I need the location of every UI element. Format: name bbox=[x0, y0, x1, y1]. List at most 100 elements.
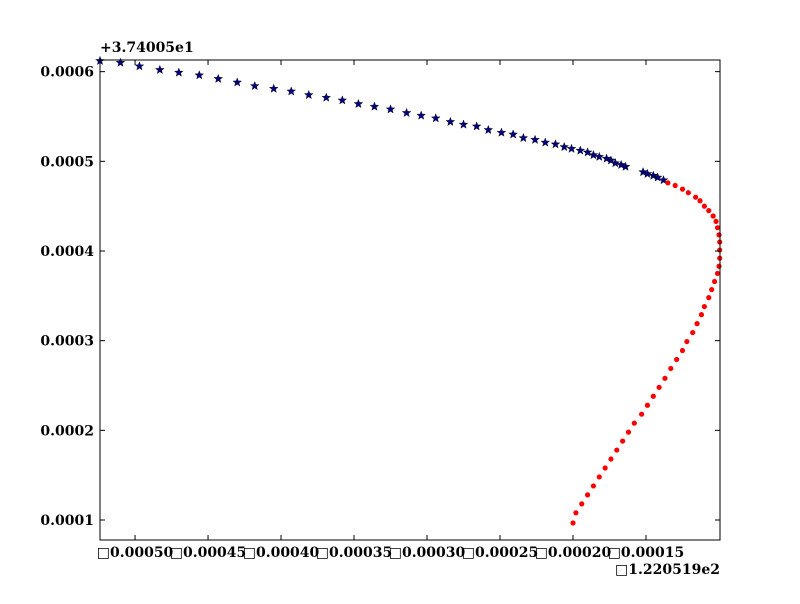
point bbox=[496, 127, 507, 137]
x-tick-label: □0.00040 bbox=[243, 545, 320, 561]
point bbox=[606, 155, 616, 165]
point bbox=[232, 77, 243, 87]
point bbox=[194, 70, 205, 80]
point bbox=[638, 167, 648, 177]
point bbox=[714, 225, 721, 231]
point bbox=[697, 198, 703, 204]
point bbox=[706, 208, 712, 214]
y-tick-label: 0.0002 bbox=[40, 423, 94, 439]
point bbox=[566, 143, 577, 153]
point bbox=[644, 402, 651, 408]
point bbox=[458, 119, 469, 129]
point bbox=[665, 180, 671, 186]
point bbox=[616, 159, 626, 170]
point bbox=[155, 64, 165, 74]
point bbox=[601, 153, 612, 163]
point bbox=[639, 411, 645, 417]
point bbox=[579, 501, 585, 507]
point bbox=[679, 186, 686, 192]
point bbox=[596, 474, 602, 480]
point bbox=[711, 278, 718, 285]
point bbox=[471, 121, 482, 131]
point bbox=[684, 338, 690, 345]
x-tick-label: □0.00050 bbox=[97, 545, 174, 561]
point bbox=[575, 145, 586, 155]
point bbox=[303, 89, 314, 100]
point bbox=[701, 203, 707, 209]
point bbox=[508, 129, 518, 139]
point bbox=[620, 161, 631, 171]
point bbox=[385, 104, 396, 114]
y-tick-label: 0.0003 bbox=[40, 334, 94, 350]
point bbox=[174, 67, 184, 77]
point bbox=[709, 286, 715, 293]
point bbox=[642, 168, 653, 178]
point bbox=[249, 80, 260, 91]
point bbox=[658, 175, 669, 185]
point bbox=[620, 438, 626, 444]
point bbox=[610, 158, 621, 168]
point bbox=[430, 113, 441, 123]
point bbox=[631, 420, 637, 426]
point bbox=[369, 101, 380, 111]
point bbox=[716, 263, 722, 269]
point bbox=[594, 151, 605, 161]
point bbox=[614, 447, 620, 453]
point bbox=[710, 213, 716, 219]
x-tick-label: □0.00025 bbox=[462, 545, 539, 561]
point bbox=[213, 73, 224, 83]
point bbox=[445, 116, 456, 126]
point bbox=[401, 107, 412, 118]
point bbox=[698, 312, 705, 318]
point bbox=[685, 190, 691, 196]
point bbox=[694, 321, 700, 327]
x-tick-label: □0.00020 bbox=[535, 545, 612, 561]
point bbox=[588, 149, 599, 160]
point bbox=[625, 429, 632, 435]
point bbox=[540, 137, 551, 147]
point bbox=[693, 194, 699, 200]
point bbox=[353, 98, 364, 109]
point bbox=[584, 492, 591, 498]
x-tick-label: □0.00030 bbox=[389, 545, 466, 561]
point bbox=[582, 147, 593, 157]
point bbox=[602, 465, 608, 471]
point bbox=[518, 132, 529, 143]
point bbox=[573, 510, 579, 516]
point bbox=[713, 218, 719, 225]
point bbox=[662, 375, 668, 381]
y-tick-label: 0.0005 bbox=[40, 154, 94, 170]
point bbox=[570, 520, 576, 526]
y-offset-label: +3.74005e1 bbox=[100, 40, 194, 56]
point bbox=[321, 92, 332, 102]
point bbox=[416, 110, 426, 120]
point bbox=[559, 141, 570, 152]
y-tick-label: 0.0004 bbox=[40, 244, 94, 260]
point bbox=[701, 303, 707, 310]
point bbox=[672, 182, 678, 189]
point bbox=[337, 95, 348, 105]
point bbox=[714, 270, 721, 277]
point bbox=[656, 384, 662, 390]
point bbox=[286, 86, 297, 96]
point bbox=[608, 456, 614, 462]
point bbox=[268, 83, 279, 93]
point bbox=[530, 134, 540, 144]
y-tick-label: 0.0001 bbox=[40, 513, 94, 529]
point bbox=[716, 232, 722, 238]
point bbox=[590, 483, 597, 489]
point bbox=[483, 124, 494, 135]
point bbox=[668, 365, 674, 372]
x-tick-label: □0.00015 bbox=[608, 545, 685, 561]
plot-area bbox=[95, 55, 723, 526]
point bbox=[706, 295, 712, 301]
point bbox=[674, 356, 680, 363]
x-tick-label: □0.00045 bbox=[170, 545, 247, 561]
point bbox=[134, 61, 145, 71]
y-tick-label: 0.0006 bbox=[40, 65, 94, 81]
point bbox=[550, 139, 561, 149]
point bbox=[652, 172, 663, 182]
point bbox=[679, 347, 686, 354]
